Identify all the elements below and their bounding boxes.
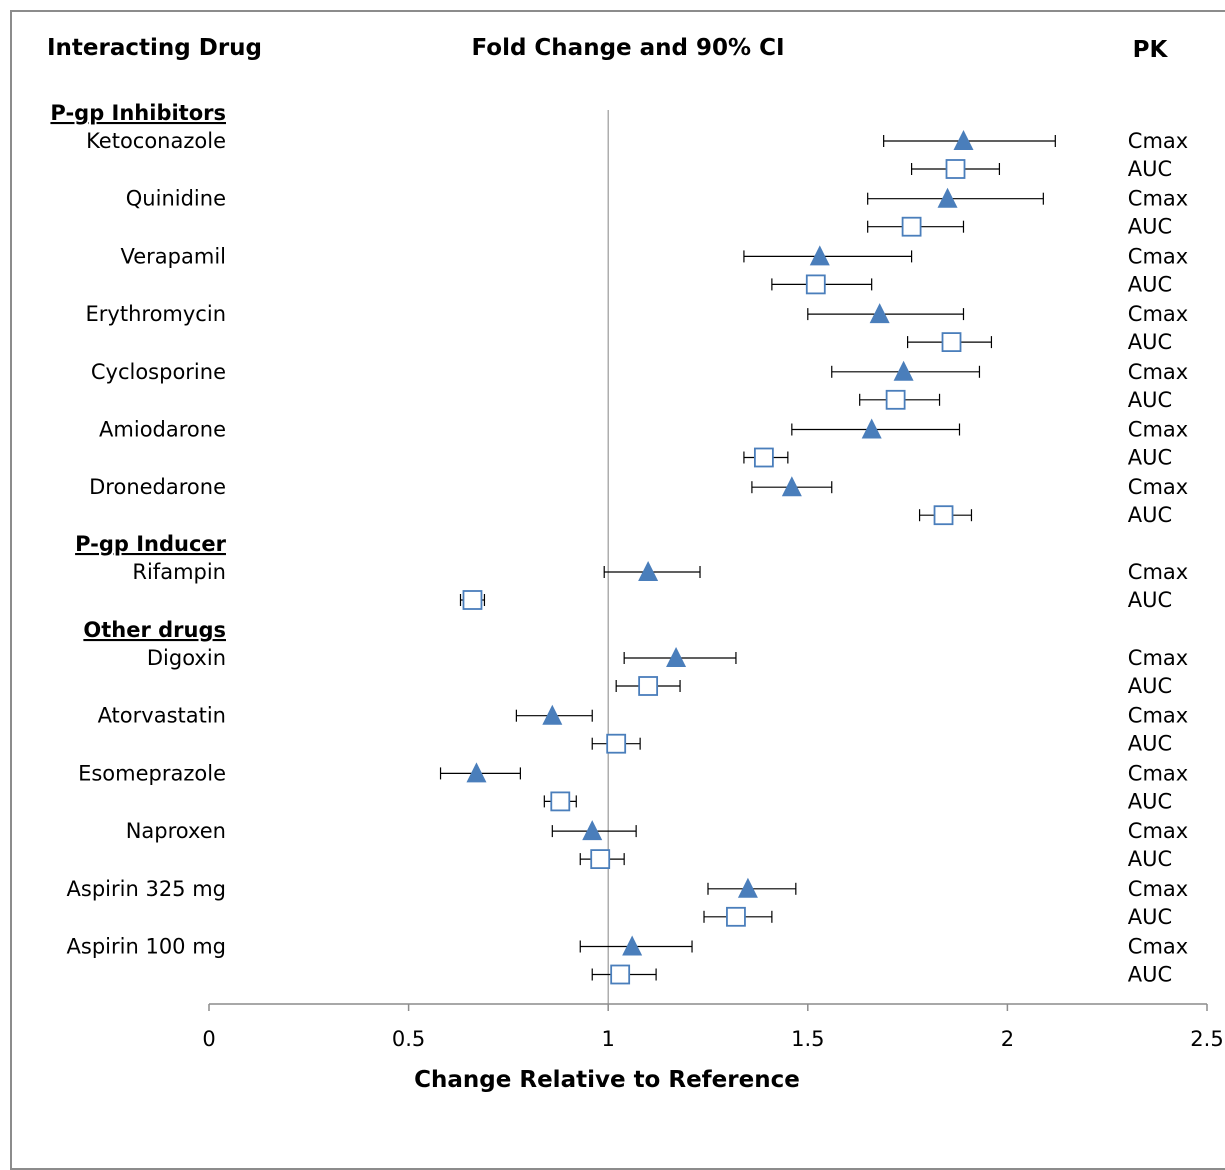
pk-label-auc: AUC	[1128, 588, 1172, 612]
pk-label-auc: AUC	[1128, 963, 1172, 987]
auc-marker	[933, 505, 954, 526]
cmax-marker	[466, 762, 487, 783]
x-tick-label: 2.5	[1190, 1027, 1223, 1051]
pk-label-auc: AUC	[1128, 272, 1172, 296]
drug-label: Naproxen	[126, 819, 226, 843]
auc-marker	[901, 216, 922, 237]
pk-label-cmax: Cmax	[1128, 877, 1188, 901]
cmax-marker	[737, 877, 758, 898]
pk-label-auc: AUC	[1128, 503, 1172, 527]
pk-label-cmax: Cmax	[1128, 761, 1188, 785]
x-tick-label: 2	[1001, 1027, 1014, 1051]
drug-label: Ketoconazole	[86, 129, 226, 153]
drug-label: Amiodarone	[99, 418, 226, 442]
drug-label: Digoxin	[147, 646, 226, 670]
drug-label: Atorvastatin	[98, 704, 226, 728]
x-tick-label: 0	[202, 1027, 215, 1051]
drug-label: Aspirin 325 mg	[67, 877, 226, 901]
cmax-marker	[781, 476, 802, 497]
forest-plot: Interacting Drug Fold Change and 90% CI …	[47, 35, 1224, 1093]
pk-label-cmax: Cmax	[1128, 244, 1188, 268]
auc-marker	[726, 906, 746, 927]
pk-label-auc: AUC	[1128, 847, 1172, 871]
pk-label-cmax: Cmax	[1128, 819, 1188, 843]
drug-label: Rifampin	[132, 560, 226, 584]
pk-label-auc: AUC	[1128, 905, 1172, 929]
auc-marker	[590, 849, 611, 869]
cmax-marker	[666, 647, 687, 667]
cmax-marker	[809, 245, 830, 266]
chart-title: Fold Change and 90% CI	[471, 35, 784, 61]
cmax-marker	[638, 561, 659, 581]
drug-label: Verapamil	[121, 244, 226, 268]
drug-column-header: Interacting Drug	[47, 35, 262, 61]
auc-marker	[805, 274, 826, 295]
pk-label-cmax: Cmax	[1128, 935, 1188, 959]
pk-label-auc: AUC	[1128, 330, 1172, 354]
auc-marker	[610, 964, 631, 985]
pk-label-auc: AUC	[1128, 446, 1172, 470]
pk-label-cmax: Cmax	[1128, 129, 1188, 153]
x-tick-label: 1	[602, 1027, 615, 1051]
pk-label-cmax: Cmax	[1128, 187, 1188, 211]
auc-marker	[885, 389, 906, 410]
drug-label: Aspirin 100 mg	[67, 935, 226, 959]
cmax-marker	[582, 820, 603, 841]
auc-marker	[945, 159, 966, 179]
cmax-marker	[861, 418, 882, 439]
pk-label-auc: AUC	[1128, 674, 1172, 698]
auc-marker	[462, 590, 483, 610]
cmax-marker	[953, 130, 974, 150]
drug-label: Dronedarone	[89, 475, 226, 499]
drug-label: Esomeprazole	[78, 761, 226, 785]
pk-label-cmax: Cmax	[1128, 475, 1188, 499]
plot-area: 0 0.5 1 1.5 2 2.5 P-gp Inhibitors Ketoconazole C…	[50, 101, 1223, 1051]
pk-label-cmax: Cmax	[1128, 560, 1188, 584]
pk-label-auc: AUC	[1128, 732, 1172, 756]
auc-marker	[638, 676, 659, 696]
x-tick-label: 1.5	[791, 1027, 824, 1051]
pk-label-auc: AUC	[1128, 215, 1172, 239]
drug-label: Quinidine	[126, 187, 226, 211]
cmax-marker	[622, 935, 643, 956]
group-label: P-gp Inducer	[75, 532, 227, 556]
cmax-marker	[542, 704, 563, 725]
pk-label-auc: AUC	[1128, 388, 1172, 412]
drug-label: Cyclosporine	[91, 360, 226, 384]
cmax-marker	[937, 187, 958, 208]
pk-label-cmax: Cmax	[1128, 360, 1188, 384]
pk-label-cmax: Cmax	[1128, 418, 1188, 442]
auc-marker	[941, 332, 962, 353]
auc-marker	[753, 447, 774, 468]
group-label: P-gp Inhibitors	[50, 101, 226, 125]
drug-label: Erythromycin	[86, 302, 226, 326]
cmax-marker	[869, 303, 890, 324]
x-axis-title: Change Relative to Reference	[414, 1067, 800, 1093]
group-label: Other drugs	[83, 618, 226, 642]
pk-label-cmax: Cmax	[1128, 646, 1188, 670]
pk-label-cmax: Cmax	[1128, 704, 1188, 728]
pk-column-header: PK	[1133, 37, 1169, 63]
auc-marker	[606, 733, 627, 754]
x-tick-label: 0.5	[392, 1027, 425, 1051]
cmax-marker	[893, 360, 914, 381]
auc-marker	[550, 791, 571, 812]
pk-label-cmax: Cmax	[1128, 302, 1188, 326]
pk-label-auc: AUC	[1128, 789, 1172, 813]
pk-label-auc: AUC	[1128, 157, 1172, 181]
